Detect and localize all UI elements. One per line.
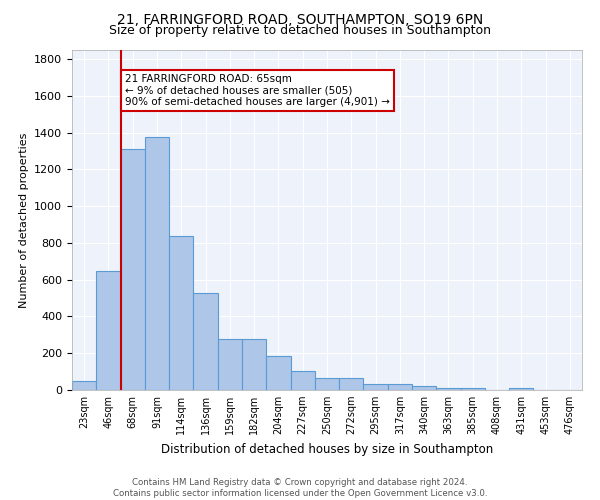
Bar bbox=[169, 236, 193, 390]
X-axis label: Distribution of detached houses by size in Southampton: Distribution of detached houses by size … bbox=[161, 442, 493, 456]
Bar bbox=[121, 149, 145, 390]
Text: Contains HM Land Registry data © Crown copyright and database right 2024.
Contai: Contains HM Land Registry data © Crown c… bbox=[113, 478, 487, 498]
Bar bbox=[412, 386, 436, 390]
Bar bbox=[266, 356, 290, 390]
Bar bbox=[218, 340, 242, 390]
Text: 21, FARRINGFORD ROAD, SOUTHAMPTON, SO19 6PN: 21, FARRINGFORD ROAD, SOUTHAMPTON, SO19 … bbox=[117, 12, 483, 26]
Bar bbox=[339, 378, 364, 390]
Bar bbox=[96, 272, 121, 390]
Bar bbox=[436, 388, 461, 390]
Bar bbox=[72, 381, 96, 390]
Bar bbox=[193, 292, 218, 390]
Bar bbox=[145, 138, 169, 390]
Bar bbox=[461, 388, 485, 390]
Y-axis label: Number of detached properties: Number of detached properties bbox=[19, 132, 29, 308]
Text: 21 FARRINGFORD ROAD: 65sqm
← 9% of detached houses are smaller (505)
90% of semi: 21 FARRINGFORD ROAD: 65sqm ← 9% of detac… bbox=[125, 74, 391, 107]
Bar bbox=[364, 384, 388, 390]
Bar bbox=[315, 378, 339, 390]
Bar bbox=[290, 370, 315, 390]
Bar bbox=[509, 388, 533, 390]
Bar bbox=[242, 340, 266, 390]
Bar bbox=[388, 384, 412, 390]
Text: Size of property relative to detached houses in Southampton: Size of property relative to detached ho… bbox=[109, 24, 491, 37]
